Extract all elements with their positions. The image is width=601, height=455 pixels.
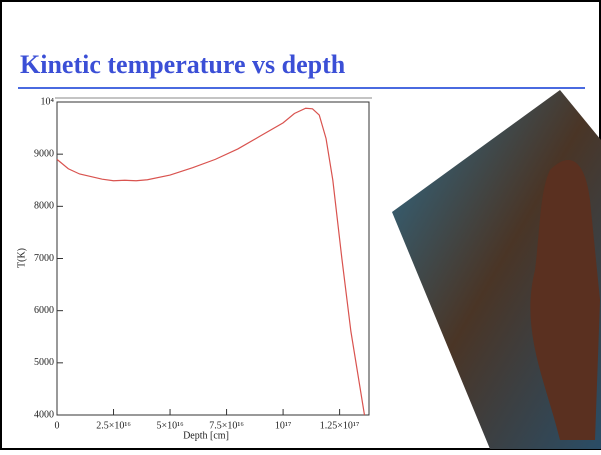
x-tick-label: 1.25×10¹⁷	[320, 420, 360, 431]
x-tick-label: 5×10¹⁶	[156, 420, 184, 431]
y-axis-label: T(K)	[16, 248, 27, 268]
nebula-pillar	[530, 160, 600, 440]
x-tick-label: 7.5×10¹⁶	[209, 420, 244, 431]
y-tick-label: 8000	[34, 201, 54, 212]
slide-title: Kinetic temperature vs depth	[20, 50, 346, 79]
x-axis-label: Depth [cm]	[183, 430, 229, 441]
y-tick-label: 6000	[34, 305, 54, 316]
x-tick-label: 10¹⁷	[275, 420, 292, 431]
y-tick-label: 10⁴	[41, 96, 55, 107]
y-tick-label: 7000	[34, 253, 54, 264]
x-tick-label: 2.5×10¹⁶	[96, 420, 131, 431]
x-tick-label: 0	[55, 420, 60, 431]
y-tick-label: 4000	[34, 409, 54, 420]
y-tick-label: 5000	[34, 357, 54, 368]
y-tick-label: 9000	[34, 148, 54, 159]
temperature-line	[56, 107, 366, 416]
